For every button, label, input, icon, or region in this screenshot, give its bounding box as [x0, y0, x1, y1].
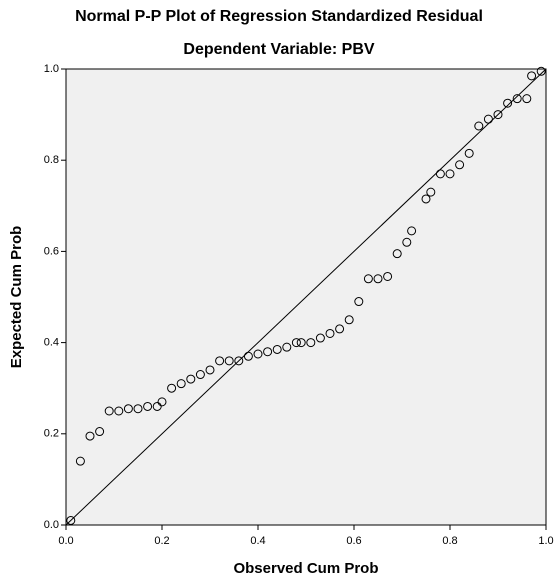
point: [435, 169, 445, 179]
y-axis-label: Expected Cum Prob: [8, 226, 25, 369]
point: [243, 351, 253, 361]
point: [483, 114, 493, 124]
point: [445, 169, 455, 179]
point: [455, 160, 465, 170]
x-tick-label: 0.6: [346, 535, 361, 547]
point: [392, 249, 402, 259]
point: [426, 187, 436, 197]
y-tick-label: 1.0: [44, 63, 59, 75]
point: [407, 226, 417, 236]
point: [522, 94, 532, 104]
chart-title: Normal P-P Plot of Regression Standardiz…: [75, 8, 483, 25]
point: [512, 94, 522, 104]
point: [123, 404, 133, 414]
point: [536, 66, 546, 76]
reference-line: [65, 68, 547, 526]
y-tick-label: 0.8: [44, 154, 59, 166]
point: [335, 324, 345, 334]
point: [157, 397, 167, 407]
point: [527, 71, 537, 81]
chart-subtitle: Dependent Variable: PBV: [183, 41, 374, 58]
point: [421, 194, 431, 204]
x-axis-label: Observed Cum Prob: [233, 560, 378, 577]
point: [503, 98, 513, 108]
point: [344, 315, 354, 325]
point: [354, 297, 364, 307]
point: [152, 401, 162, 411]
y-tick-label: 0.4: [44, 337, 59, 349]
point: [493, 110, 503, 120]
point: [234, 356, 244, 366]
point: [474, 121, 484, 131]
point: [224, 356, 234, 366]
x-tick-label: 0.2: [154, 535, 169, 547]
point: [402, 237, 412, 247]
x-tick-label: 0.0: [58, 535, 73, 547]
point: [95, 427, 105, 437]
point: [263, 347, 273, 357]
x-tick-label: 1.0: [538, 535, 553, 547]
y-tick-label: 0.0: [44, 519, 59, 531]
point: [383, 271, 393, 281]
point: [291, 338, 301, 348]
point: [66, 515, 76, 525]
point: [75, 456, 85, 466]
point: [464, 148, 474, 158]
point: [306, 338, 316, 348]
point: [325, 328, 335, 338]
point: [215, 356, 225, 366]
x-tick-label: 0.8: [442, 535, 457, 547]
point: [167, 383, 177, 393]
point: [373, 274, 383, 284]
point: [176, 379, 186, 389]
y-tick-label: 0.2: [44, 428, 59, 440]
point: [315, 333, 325, 343]
point: [253, 349, 263, 359]
point: [85, 431, 95, 441]
point: [282, 342, 292, 352]
point: [363, 274, 373, 284]
x-tick-label: 0.4: [250, 535, 265, 547]
y-tick-label: 0.6: [44, 245, 59, 257]
point: [205, 365, 215, 375]
point: [272, 344, 282, 354]
point: [296, 338, 306, 348]
point: [114, 406, 124, 416]
point: [104, 406, 114, 416]
point: [195, 370, 205, 380]
point: [133, 404, 143, 414]
point: [186, 374, 196, 384]
point: [143, 401, 153, 411]
